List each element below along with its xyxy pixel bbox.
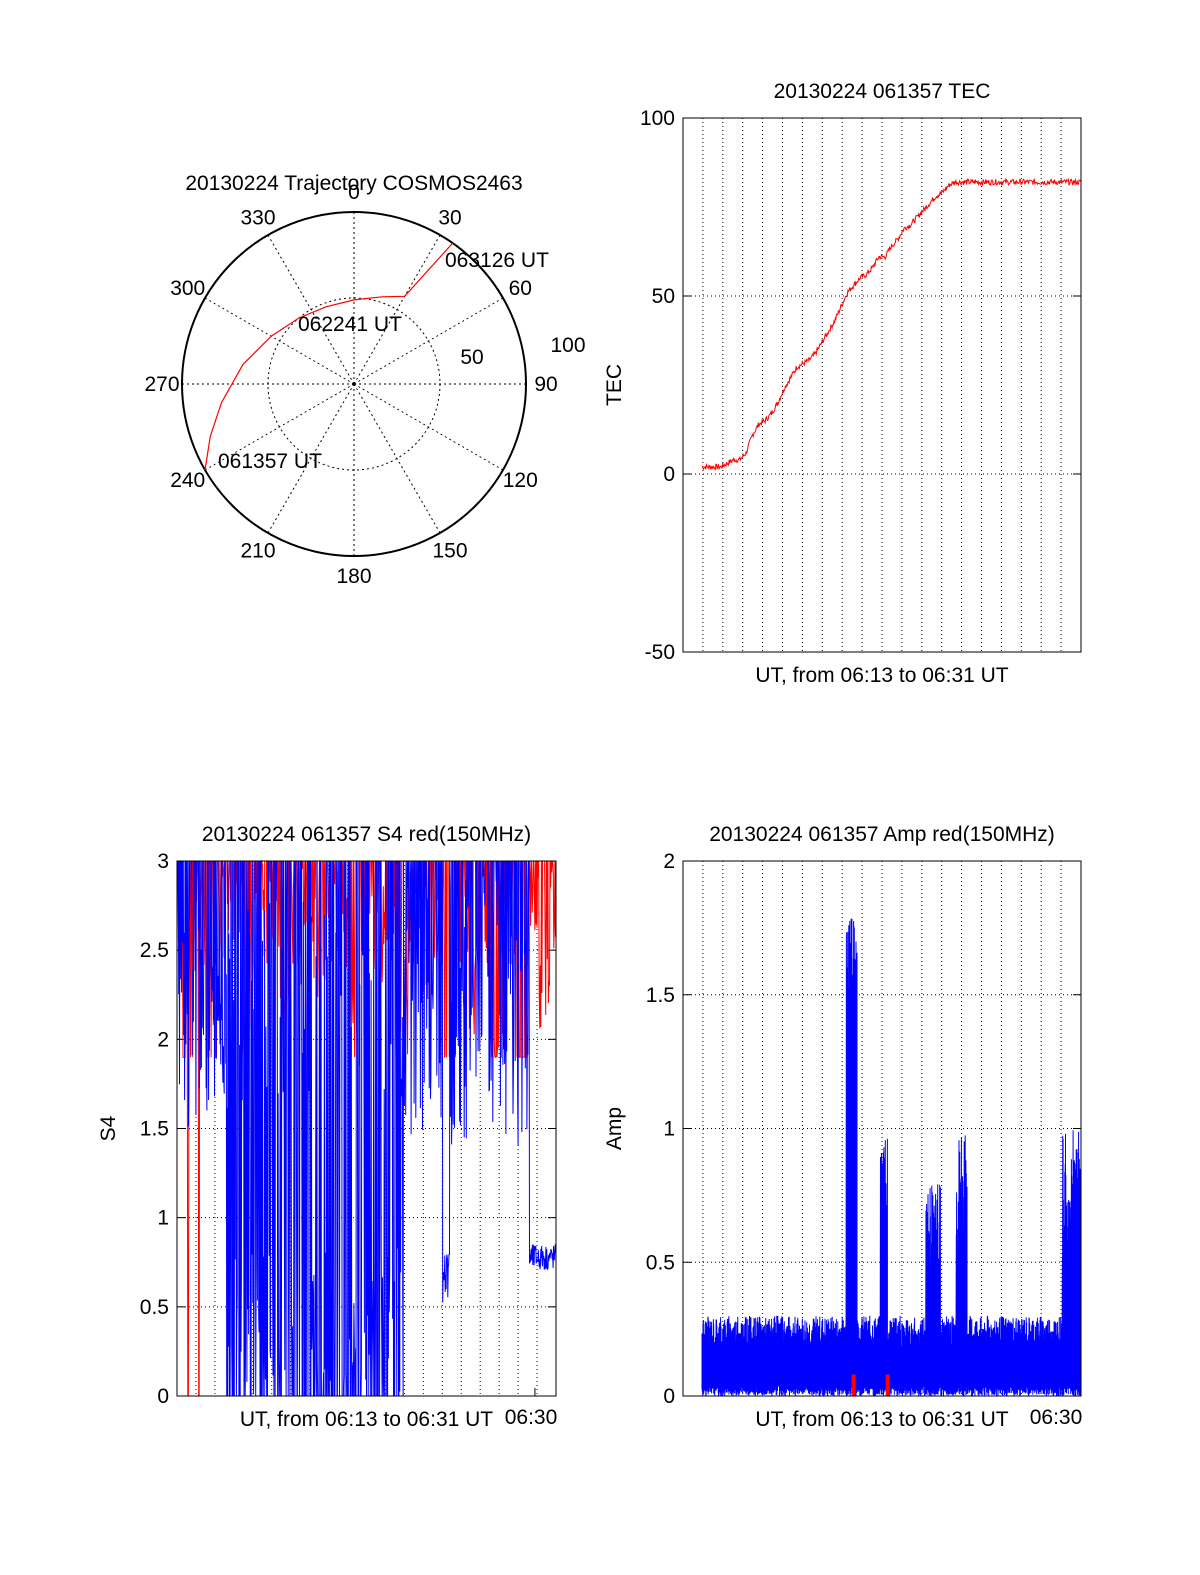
angle-tick-label: 30 bbox=[438, 207, 461, 230]
chart-title: 20130224 061357 S4 red(150MHz) bbox=[202, 823, 531, 846]
y-tick-label: 3 bbox=[157, 850, 169, 873]
polar-spoke bbox=[204, 297, 355, 385]
time-annotation: 061357 UT bbox=[218, 450, 322, 473]
x-axis-label: UT, from 06:13 to 06:31 UT bbox=[240, 1408, 493, 1431]
tec-panel: 20130224 061357 TEC -50 0 50 100 UT, from 06:… bbox=[603, 80, 1082, 687]
y-axis-label: S4 bbox=[97, 1115, 120, 1141]
x-axis-label: UT, from 06:13 to 06:31 UT bbox=[755, 664, 1008, 687]
amp-red-series-spike bbox=[885, 1374, 890, 1396]
y-tick-label: 1 bbox=[663, 1118, 675, 1141]
y-tick-label: 1 bbox=[157, 1207, 169, 1230]
angle-tick-label: 150 bbox=[432, 539, 467, 562]
y-tick-label: 0 bbox=[663, 463, 675, 486]
y-tick-label: 2 bbox=[663, 850, 675, 873]
plot-frame bbox=[682, 860, 1082, 1397]
radial-tick-label: 50 bbox=[460, 346, 483, 369]
angle-tick-label: 60 bbox=[509, 277, 532, 300]
y-tick-label: 0.5 bbox=[646, 1251, 675, 1274]
polar-spoke bbox=[353, 383, 504, 471]
angle-tick-label: 240 bbox=[170, 469, 205, 492]
chart-title: 20130224 Trajectory COSMOS2463 bbox=[185, 172, 522, 195]
plot-frame bbox=[682, 117, 1082, 653]
time-annotation: 063126 UT bbox=[445, 249, 549, 272]
y-tick-label: -50 bbox=[645, 641, 675, 664]
angle-tick-label: 300 bbox=[170, 277, 205, 300]
polar-spoke bbox=[353, 297, 504, 385]
plot-frame bbox=[176, 860, 557, 1397]
angle-tick-label: 270 bbox=[144, 373, 179, 396]
polar-spoke bbox=[204, 383, 355, 471]
chart-title: 20130224 061357 TEC bbox=[774, 80, 991, 103]
y-axis-label: TEC bbox=[603, 364, 626, 406]
polar-spoke bbox=[267, 234, 355, 385]
y-tick-label: 50 bbox=[652, 285, 675, 308]
y-axis-label: Amp bbox=[603, 1107, 626, 1150]
amp-panel: 20130224 061357 Amp red(150MHz) 0 0.5 1 1.5 2… bbox=[603, 823, 1082, 1431]
radial-tick-label: 100 bbox=[550, 334, 585, 357]
amp-blue-series-line bbox=[701, 918, 1082, 1397]
y-tick-label: 0 bbox=[663, 1385, 675, 1408]
polar-spoke bbox=[267, 383, 355, 534]
angle-tick-label: 180 bbox=[336, 565, 371, 588]
y-tick-label: 0.5 bbox=[140, 1296, 169, 1319]
y-tick-label: 2 bbox=[157, 1028, 169, 1051]
polar-spoke bbox=[353, 383, 441, 534]
angle-tick-label: 210 bbox=[240, 539, 275, 562]
x-tick-label: 06:30 bbox=[505, 1406, 558, 1429]
amp-red-series-spike bbox=[851, 1374, 856, 1396]
angle-tick-label: 120 bbox=[503, 469, 538, 492]
chart-title: 20130224 061357 Amp red(150MHz) bbox=[709, 823, 1055, 846]
angle-tick-label: 0 bbox=[348, 181, 360, 204]
angle-tick-label: 330 bbox=[240, 207, 275, 230]
y-tick-label: 0 bbox=[157, 1385, 169, 1408]
x-tick-label: 06:30 bbox=[1030, 1406, 1083, 1429]
time-annotation: 062241 UT bbox=[298, 313, 402, 336]
y-tick-label: 2.5 bbox=[140, 939, 169, 962]
trajectory-line bbox=[204, 242, 454, 471]
tec-series-line bbox=[701, 177, 1082, 471]
y-tick-label: 1.5 bbox=[140, 1118, 169, 1141]
polar-spoke bbox=[353, 234, 441, 385]
s4-panel: 20130224 061357 S4 red(150MHz) 0 0.5 1 1.5 2 2… bbox=[97, 823, 557, 1431]
y-tick-label: 100 bbox=[640, 107, 675, 130]
angle-tick-label: 90 bbox=[534, 373, 557, 396]
y-tick-label: 1.5 bbox=[646, 984, 675, 1007]
x-axis-label: UT, from 06:13 to 06:31 UT bbox=[755, 1408, 1008, 1431]
